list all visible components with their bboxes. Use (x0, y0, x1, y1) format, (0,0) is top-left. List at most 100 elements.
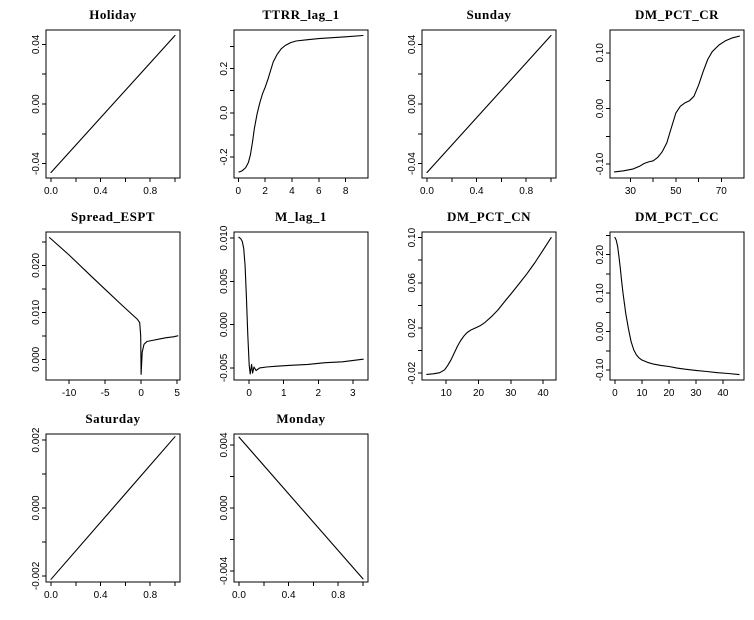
svg-text:0.10: 0.10 (595, 283, 606, 303)
svg-text:40: 40 (717, 388, 729, 399)
svg-text:2: 2 (262, 186, 268, 197)
svg-text:0.8: 0.8 (143, 186, 157, 197)
plot-canvas-m-lag-1: 0 1 2 3 -0.005 0.000 0.005 0.010 (190, 225, 378, 408)
plot-canvas-saturday: 0.0 0.4 0.8 -0.002 0.000 0.002 (2, 427, 190, 610)
plot-title-spread-espt: Spread_ESPT (70, 209, 155, 224)
plot-holiday: Holiday 0.0 0.4 0.8 -0.04 0.00 0.04 (2, 6, 190, 208)
svg-text:-0.002: -0.002 (31, 561, 42, 590)
svg-text:0.000: 0.000 (31, 346, 42, 371)
plot-title-dm-pct-cc: DM_PCT_CC (635, 209, 719, 224)
svg-text:40: 40 (538, 388, 550, 399)
plot-ttrr-lag-1: TTRR_lag_1 0 2 4 6 8 -0.2 0.0 0.2 (190, 6, 378, 208)
svg-text:-0.02: -0.02 (407, 361, 418, 384)
svg-text:0: 0 (612, 388, 618, 399)
svg-text:0.8: 0.8 (519, 186, 533, 197)
plot-title-ttrr-lag-1: TTRR_lag_1 (262, 7, 340, 22)
svg-text:20: 20 (663, 388, 675, 399)
svg-text:-0.005: -0.005 (219, 353, 230, 382)
svg-text:30: 30 (505, 388, 517, 399)
svg-text:0.10: 0.10 (407, 227, 418, 247)
svg-text:0.06: 0.06 (407, 273, 418, 293)
svg-text:4: 4 (289, 186, 295, 197)
svg-text:8: 8 (343, 186, 349, 197)
plot-dm-pct-cc: DM_PCT_CC 0 10 20 30 40 -0.10 0.00 0.10 0.20 (566, 208, 754, 410)
svg-text:0.4: 0.4 (282, 590, 296, 601)
svg-text:0: 0 (138, 388, 144, 399)
plot-spread-espt: Spread_ESPT -10 -5 0 5 0.000 0.010 0.020 (2, 208, 190, 410)
svg-text:0.000: 0.000 (219, 495, 230, 520)
svg-text:0.04: 0.04 (407, 34, 418, 54)
plot-title-dm-pct-cn: DM_PCT_CN (447, 209, 531, 224)
svg-text:0.020: 0.020 (31, 252, 42, 277)
svg-text:0.0: 0.0 (232, 590, 246, 601)
svg-text:0.10: 0.10 (595, 43, 606, 63)
svg-text:0.000: 0.000 (219, 312, 230, 337)
plot-sunday: Sunday 0.0 0.4 0.8 -0.04 0.00 0.04 (378, 6, 566, 208)
plot-canvas-spread-espt: -10 -5 0 5 0.000 0.010 0.020 (2, 226, 190, 408)
svg-text:-10: -10 (62, 388, 77, 399)
svg-text:10: 10 (441, 388, 453, 399)
svg-text:5: 5 (174, 388, 180, 399)
svg-text:0.8: 0.8 (331, 590, 345, 601)
plot-dm-pct-cn: DM_PCT_CN 10 20 30 40 -0.02 0.02 0.06 0.10 (378, 208, 566, 410)
svg-text:70: 70 (716, 186, 728, 197)
plot-title-m-lag-1: M_lag_1 (275, 209, 327, 224)
svg-text:0: 0 (246, 388, 252, 399)
svg-text:0.004: 0.004 (219, 432, 230, 457)
svg-text:0: 0 (236, 186, 242, 197)
svg-text:0.4: 0.4 (470, 186, 484, 197)
svg-text:0.00: 0.00 (407, 94, 418, 114)
svg-text:-0.10: -0.10 (595, 358, 606, 381)
svg-text:0.0: 0.0 (44, 590, 58, 601)
svg-text:30: 30 (625, 186, 637, 197)
svg-text:0.010: 0.010 (31, 299, 42, 324)
plot-canvas-dm-pct-cr: 30 50 70 -0.10 0.00 0.10 (566, 24, 754, 206)
svg-text:-0.04: -0.04 (31, 152, 42, 175)
plot-saturday: Saturday 0.0 0.4 0.8 -0.002 0.000 0.002 (2, 410, 190, 612)
svg-text:0.000: 0.000 (31, 495, 42, 520)
svg-text:-0.04: -0.04 (407, 152, 418, 175)
svg-text:0.02: 0.02 (407, 318, 418, 338)
svg-text:0.20: 0.20 (595, 245, 606, 265)
svg-text:0.0: 0.0 (219, 105, 230, 119)
plot-canvas-holiday: 0.0 0.4 0.8 -0.04 0.00 0.04 (2, 24, 190, 206)
svg-text:20: 20 (473, 388, 485, 399)
empty-cell (566, 410, 754, 612)
plot-title-monday: Monday (276, 411, 326, 426)
plot-title-holiday: Holiday (89, 7, 137, 22)
svg-text:0.8: 0.8 (143, 590, 157, 601)
svg-text:1: 1 (281, 388, 287, 399)
svg-text:0.002: 0.002 (31, 427, 42, 452)
plot-canvas-monday: 0.0 0.4 0.8 -0.004 0.000 0.004 (190, 428, 378, 610)
plot-canvas-dm-pct-cc: 0 10 20 30 40 -0.10 0.00 0.10 0.20 (566, 226, 754, 408)
svg-text:0.0: 0.0 (420, 186, 434, 197)
svg-text:0.00: 0.00 (595, 321, 606, 341)
svg-text:50: 50 (670, 186, 682, 197)
svg-text:6: 6 (316, 186, 322, 197)
svg-text:0.2: 0.2 (219, 61, 230, 75)
svg-text:3: 3 (350, 388, 356, 399)
svg-text:2: 2 (315, 388, 321, 399)
svg-text:0.04: 0.04 (31, 34, 42, 54)
plot-canvas-sunday: 0.0 0.4 0.8 -0.04 0.00 0.04 (378, 24, 566, 206)
svg-text:-0.2: -0.2 (219, 148, 230, 166)
svg-text:10: 10 (636, 388, 648, 399)
plot-title-sunday: Sunday (466, 7, 512, 22)
plot-canvas-dm-pct-cn: 10 20 30 40 -0.02 0.02 0.06 0.10 (378, 226, 566, 408)
svg-text:0.4: 0.4 (94, 186, 108, 197)
plot-dm-pct-cr: DM_PCT_CR 30 50 70 -0.10 0.00 0.10 (566, 6, 754, 208)
plot-monday: Monday 0.0 0.4 0.8 -0.004 0.000 0.004 (190, 410, 378, 612)
svg-text:0.00: 0.00 (595, 98, 606, 118)
plot-title-saturday: Saturday (85, 411, 141, 426)
svg-text:0.4: 0.4 (94, 590, 108, 601)
svg-text:0.0: 0.0 (44, 186, 58, 197)
svg-text:0.010: 0.010 (219, 225, 230, 250)
svg-text:0.00: 0.00 (31, 94, 42, 114)
svg-text:0.005: 0.005 (219, 268, 230, 293)
svg-text:-5: -5 (101, 388, 110, 399)
plot-m-lag-1: M_lag_1 0 1 2 3 -0.005 0.000 0.005 0.010 (190, 208, 378, 410)
svg-text:-0.004: -0.004 (219, 556, 230, 585)
svg-text:30: 30 (690, 388, 702, 399)
plot-title-dm-pct-cr: DM_PCT_CR (635, 7, 719, 22)
